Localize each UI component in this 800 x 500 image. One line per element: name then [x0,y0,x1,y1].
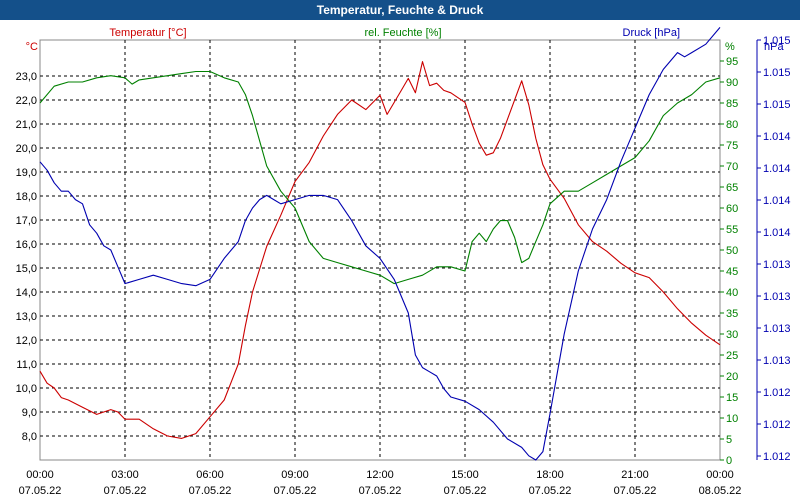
axis-headers: °C% hPa Temperatur [°C] rel. Feuchte [%] Dru… [26,27,785,53]
humidity-tick-label: 10 [726,413,738,425]
humidity-tick-label: 60 [726,203,738,215]
pressure-tick-label: 1.014 [763,195,791,207]
temperature-tick-label: 12,0 [16,335,37,347]
temperature-line [39,61,721,439]
pressure-tick-label: 1.013 [763,291,791,303]
pressure-tick-label: 1.013 [763,355,791,367]
temperature-tick-label: 8,0 [22,431,37,443]
pressure-tick-label: 1.015 [763,35,791,47]
pressure-tick-label: 1.013 [763,259,791,271]
date-tick-label: 07.05.22 [104,485,147,497]
date-tick-label: 07.05.22 [359,485,402,497]
time-axis: 00:00 07.05.22 03:00 07.05.22 06:00 07.05.22 0… [19,469,742,497]
humidity-series-label: rel. Feuchte [%] [364,27,441,39]
temperature-tick-label: 11,0 [16,359,37,371]
date-tick-label: 07.05.22 [444,485,487,497]
humidity-tick-label: 40 [726,287,738,299]
grid [39,39,721,461]
humidity-tick-label: 45 [726,266,738,278]
pressure-tick-label: 1.013 [763,323,791,335]
temperature-tick-label: 18,0 [16,191,37,203]
humidity-tick-label: 25 [726,350,738,362]
pressure-tick-label: 1.015 [763,99,791,111]
temperature-tick-label: 16,0 [16,239,37,251]
date-tick-label: 07.05.22 [189,485,232,497]
temperature-tick-label: 14,0 [16,287,37,299]
time-tick-label: 12:00 [366,469,394,481]
time-tick-label: 00:00 [706,469,734,481]
humidity-tick-label: 15 [726,392,738,404]
pressure-tick-label: 1.014 [763,131,791,143]
time-tick-label: 00:00 [26,469,54,481]
temperature-tick-label: 21,0 [16,119,37,131]
pressure-tick-label: 1.012 [763,451,791,463]
humidity-tick-label: 85 [726,98,738,110]
temperature-tick-label: 22,0 [16,95,37,107]
pressure-tick-label: 1.015 [763,67,791,79]
humidity-tick-label: 95 [726,56,738,68]
humidity-tick-label: 50 [726,245,738,257]
date-tick-label: 07.05.22 [274,485,317,497]
date-tick-label: 08.05.22 [699,485,742,497]
pressure-axis: 1.012 1.012 1.012 1.013 1.013 1.013 1.013 1.014… [756,35,791,463]
chart-title-bar: Temperatur, Feuchte & Druck [0,0,800,20]
humidity-line [39,70,721,285]
temperature-unit-label: °C [26,41,38,53]
pressure-tick-label: 1.014 [763,227,791,239]
temperature-tick-label: 9,0 [22,407,37,419]
pressure-series-label: Druck [hPa] [623,27,680,39]
humidity-tick-label: 5 [726,434,732,446]
series-layer [39,27,721,461]
humidity-tick-label: 0 [726,455,732,467]
time-tick-label: 21:00 [621,469,649,481]
temperature-tick-label: 20,0 [16,143,37,155]
temperature-tick-label: 10,0 [16,383,37,395]
humidity-unit-label: % [725,41,735,53]
humidity-tick-label: 90 [726,77,738,89]
pressure-tick-label: 1.014 [763,163,791,175]
temperature-tick-label: 23,0 [16,71,37,83]
time-tick-label: 03:00 [111,469,139,481]
time-tick-label: 09:00 [281,469,309,481]
pressure-tick-label: 1.012 [763,387,791,399]
temperature-series-label: Temperatur [°C] [109,27,186,39]
temperature-tick-label: 13,0 [16,311,37,323]
temperature-tick-label: 19,0 [16,167,37,179]
date-tick-label: 07.05.22 [19,485,62,497]
date-tick-label: 07.05.22 [529,485,572,497]
humidity-tick-label: 30 [726,329,738,341]
humidity-tick-label: 75 [726,140,738,152]
date-tick-label: 07.05.22 [614,485,657,497]
humidity-tick-label: 65 [726,182,738,194]
temperature-axis: 8,0 9,0 10,0 11,0 12,0 13,0 14,0 15,0 16,0 17,0 18… [16,71,37,443]
humidity-axis: 0 5 10 15 20 25 30 35 40 45 50 55 60 65 70 75 80 85 90 95 [720,56,738,467]
humidity-tick-label: 20 [726,371,738,383]
temperature-tick-label: 17,0 [16,215,37,227]
time-tick-label: 15:00 [451,469,479,481]
pressure-line [39,27,721,461]
temperature-tick-label: 15,0 [16,263,37,275]
time-tick-label: 06:00 [196,469,224,481]
pressure-tick-label: 1.012 [763,419,791,431]
humidity-tick-label: 80 [726,119,738,131]
time-tick-label: 18:00 [536,469,564,481]
humidity-tick-label: 35 [726,308,738,320]
humidity-tick-label: 70 [726,161,738,173]
pressure-unit-label: hPa [764,41,784,53]
humidity-tick-label: 55 [726,224,738,236]
